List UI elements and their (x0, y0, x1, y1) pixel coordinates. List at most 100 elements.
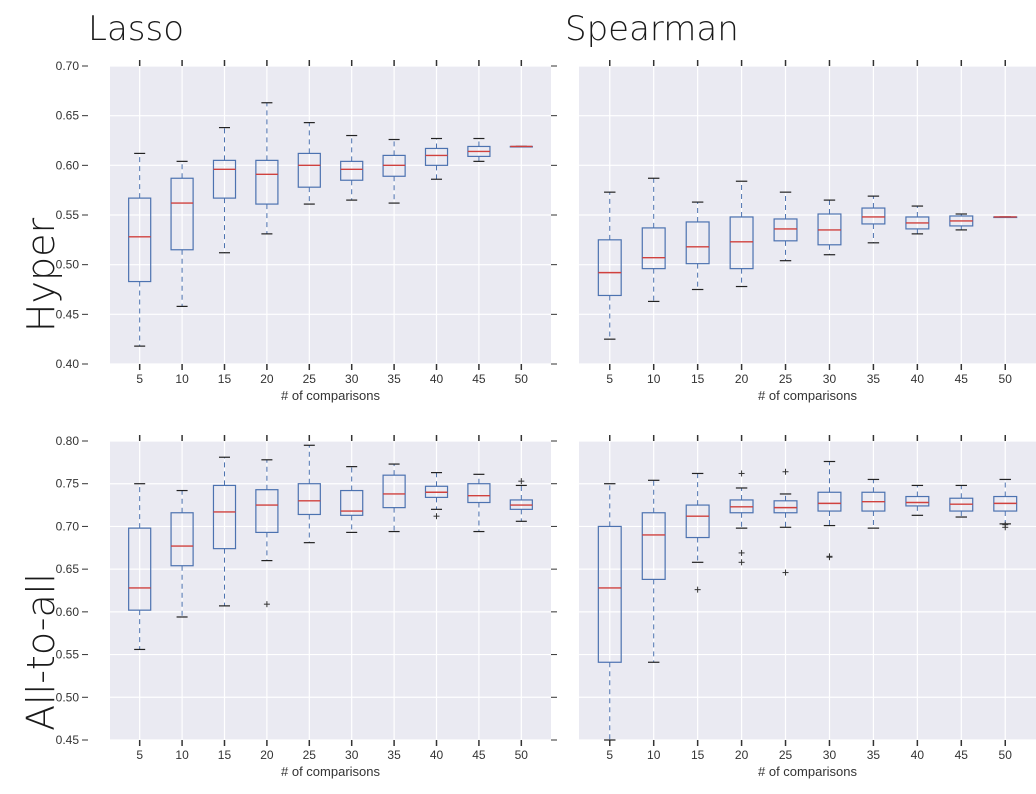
box-iqr (382, 474, 406, 509)
y-tick-label: 0.65 (56, 562, 80, 576)
chart-panel: 5 10 15 20 25 30 35 40 45 50 # of comparisons (551, 435, 1036, 779)
x-tick-label: 25 (779, 372, 793, 386)
box-element (255, 102, 279, 235)
x-tick-label: 50 (999, 748, 1013, 762)
x-tick-label: 35 (387, 372, 401, 386)
box-iqr (128, 527, 152, 611)
x-tick-label: 10 (647, 372, 661, 386)
y-tick-label: 0.45 (56, 733, 80, 747)
x-tick-label: 15 (691, 748, 705, 762)
x-tick-label: 45 (472, 748, 486, 762)
box-iqr (340, 489, 364, 516)
box-iqr (340, 160, 364, 181)
box-element (993, 478, 1018, 531)
chart-panel: 0.45 0.50 0.55 0.60 0.65 0.70 0.75 0.80 5 10 15 20 2… (56, 434, 551, 779)
box-iqr (641, 227, 666, 270)
x-tick-label: 30 (345, 372, 359, 386)
x-tick-label: 5 (136, 748, 143, 762)
x-tick-label: 30 (345, 748, 359, 762)
box-iqr (170, 177, 194, 251)
x-tick-label: 15 (218, 748, 232, 762)
y-tick-label: 0.50 (56, 258, 80, 272)
box-iqr (597, 525, 622, 663)
x-tick-label: 20 (735, 748, 749, 762)
box-iqr (467, 483, 491, 504)
box-element (773, 191, 798, 262)
plot-background (579, 441, 1036, 740)
box-element (424, 137, 449, 180)
box-iqr (685, 221, 710, 265)
x-tick-label: 40 (911, 372, 925, 386)
box-element (597, 483, 622, 741)
box-element (949, 484, 974, 518)
box-iqr (597, 239, 622, 297)
x-tick-label: 10 (175, 748, 189, 762)
box-iqr (905, 495, 930, 507)
y-tick-label: 0.75 (56, 477, 80, 491)
x-tick-label: 50 (515, 748, 529, 762)
plot-background (110, 441, 551, 740)
box-iqr (297, 152, 321, 188)
box-iqr (212, 484, 237, 550)
box-iqr (128, 197, 152, 283)
x-tick-label: 10 (647, 748, 661, 762)
box-element (905, 484, 930, 516)
box-element (255, 459, 279, 608)
x-tick-label: 35 (867, 372, 881, 386)
box-iqr (255, 489, 279, 534)
box-iqr (773, 218, 798, 242)
box-element (170, 160, 194, 307)
x-tick-label: 5 (606, 372, 613, 386)
x-tick-label: 15 (691, 372, 705, 386)
x-tick-label: 50 (999, 372, 1013, 386)
box-element (340, 466, 364, 534)
x-tick-label: 35 (867, 748, 881, 762)
y-tick-label: 0.60 (56, 605, 80, 619)
box-element (509, 478, 533, 522)
box-iqr (212, 159, 237, 199)
box-element (597, 191, 622, 340)
box-iqr (255, 159, 279, 205)
box-element (861, 195, 886, 244)
box-element (685, 472, 710, 593)
x-tick-label: 25 (303, 372, 317, 386)
y-tick-label: 0.50 (56, 690, 80, 704)
row-title-all-to-all: All-to-all (19, 573, 63, 731)
x-tick-label: 25 (303, 748, 317, 762)
box-element (509, 145, 533, 148)
y-tick-label: 0.55 (56, 648, 80, 662)
box-element (861, 478, 886, 529)
panels-group: 0.40 0.45 0.50 0.55 0.60 0.65 0.70 5 10 15 20 25 30 3… (56, 59, 1036, 779)
x-tick-label: 40 (430, 748, 444, 762)
x-axis-label: # of comparisons (758, 764, 857, 779)
y-tick-label: 0.45 (56, 307, 80, 321)
x-tick-label: 50 (515, 372, 529, 386)
y-tick-label: 0.80 (56, 434, 80, 448)
x-tick-label: 45 (955, 372, 969, 386)
x-tick-label: 35 (387, 748, 401, 762)
x-tick-label: 45 (472, 372, 486, 386)
chart-panel: 5 10 15 20 25 30 35 40 45 50 # of comparisons (551, 60, 1036, 403)
box-element (729, 470, 754, 566)
column-title-lasso: Lasso (88, 9, 184, 49)
box-element (641, 177, 666, 303)
box-element (685, 201, 710, 291)
box-element (905, 205, 930, 235)
box-element (212, 126, 237, 254)
y-tick-label: 0.40 (56, 357, 80, 371)
x-tick-label: 15 (218, 372, 232, 386)
box-iqr (685, 504, 710, 539)
box-element (382, 138, 406, 204)
x-axis-label: # of comparisons (281, 388, 380, 403)
box-iqr (817, 491, 842, 512)
box-iqr (641, 512, 666, 580)
box-element (817, 199, 842, 256)
x-tick-label: 45 (955, 748, 969, 762)
box-element (773, 468, 798, 576)
box-element (170, 489, 194, 618)
y-tick-label: 0.70 (56, 519, 80, 533)
x-axis-label: # of comparisons (758, 388, 857, 403)
x-tick-label: 20 (260, 748, 274, 762)
box-element (297, 122, 321, 205)
